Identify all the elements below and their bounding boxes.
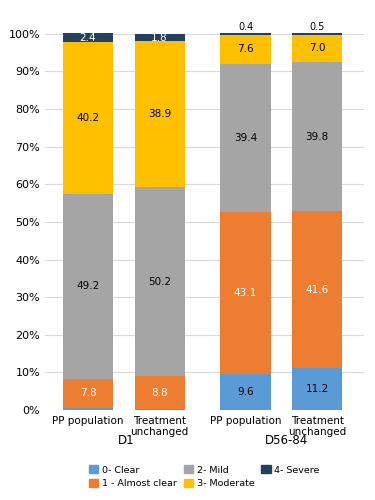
Text: D1: D1 (118, 434, 134, 446)
Bar (63, 379, 113, 408)
Text: 2.4: 2.4 (80, 33, 96, 43)
Bar (220, 34, 271, 35)
Text: 40.2: 40.2 (76, 113, 99, 123)
Bar (220, 212, 271, 374)
Text: 49.2: 49.2 (76, 281, 100, 291)
Text: 0.4: 0.4 (238, 22, 253, 32)
Bar (135, 34, 184, 41)
Legend: 0- Clear, 1 - Almost clear, 2- Mild, 3- Moderate, 4- Severe: 0- Clear, 1 - Almost clear, 2- Mild, 3- … (85, 462, 324, 492)
Bar (292, 62, 342, 212)
Text: 0.5: 0.5 (80, 397, 96, 407)
Bar (292, 34, 342, 35)
Text: 41.6: 41.6 (306, 284, 329, 294)
Text: 11.2: 11.2 (306, 384, 329, 394)
Text: 7.6: 7.6 (237, 44, 254, 54)
Bar (220, 35, 271, 64)
Text: 43.1: 43.1 (234, 288, 257, 298)
Bar (135, 41, 184, 188)
Bar (135, 409, 184, 410)
Text: 0.2: 0.2 (152, 398, 167, 408)
Text: D56-84: D56-84 (265, 434, 308, 446)
Text: 7.0: 7.0 (309, 44, 326, 54)
Bar (63, 194, 113, 379)
Bar (63, 408, 113, 410)
Text: 39.8: 39.8 (306, 132, 329, 141)
Text: 8.8: 8.8 (151, 388, 168, 398)
Text: 38.9: 38.9 (148, 109, 171, 119)
Text: 1.8: 1.8 (151, 32, 168, 42)
Bar (292, 368, 342, 410)
Bar (63, 42, 113, 194)
Bar (220, 374, 271, 410)
Bar (292, 36, 342, 62)
Text: 9.6: 9.6 (237, 387, 254, 397)
Text: 39.4: 39.4 (234, 132, 257, 142)
Bar (292, 212, 342, 368)
Text: 0.5: 0.5 (309, 22, 325, 32)
Bar (135, 376, 184, 409)
Text: 50.2: 50.2 (148, 276, 171, 286)
Bar (220, 64, 271, 212)
Bar (135, 188, 184, 376)
Bar (63, 34, 113, 42)
Text: 7.8: 7.8 (80, 388, 96, 398)
